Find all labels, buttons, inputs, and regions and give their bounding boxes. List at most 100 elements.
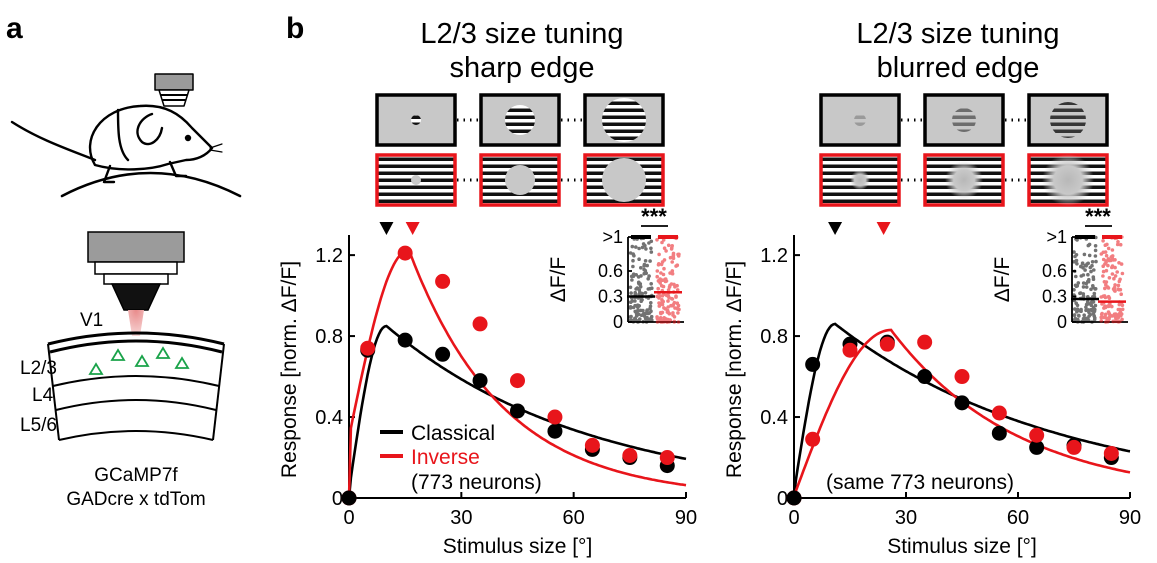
neuron-dot [668,283,672,288]
neuron-dot [645,263,649,268]
neuron-dot [664,293,669,298]
neuron-dot [646,277,650,281]
neuron-dot [1101,269,1106,274]
neuron-dot [1110,272,1115,276]
neuron-dot [655,274,659,279]
chart1-axes: 0 30 60 90 0 0.4 0.8 1.2 Stimulus size [°] Respon… [278,235,697,558]
neuron-dot [663,277,668,281]
inset-cloud-classical [1072,235,1098,324]
neuron-dot [1094,259,1098,264]
neuron-dot [636,275,641,279]
neuron-dot [660,294,665,298]
neuron-dot [631,272,636,277]
neuron-dot [641,308,645,313]
data-point [397,332,413,348]
neuron-dot [1072,250,1076,254]
chart-blurred-edge: 0 30 60 90 0 0.4 0.8 1.2 Stimulus size [°] Respon… [723,204,1141,558]
x-tick-label: 30 [895,507,917,529]
neuron-dot [657,304,662,308]
data-point [435,273,451,289]
data-point [954,395,970,411]
inset-tick-label: 0 [1057,312,1067,332]
y-axis-label: Response [norm. ΔF/F] [723,261,746,478]
x-tick-label: 90 [675,507,697,529]
y-tick-label: 0.8 [760,326,788,348]
chart1-title-line2: sharp edge [449,52,594,84]
neuron-dot [649,282,653,286]
neuron-dot [628,285,633,290]
neuron-dot [650,286,654,291]
neuron-dot [658,318,663,323]
data-point [472,316,488,332]
neuron-dot [672,315,677,319]
neuron-dot [631,264,635,269]
neuron-dot [1110,304,1114,309]
neuron-dot [628,315,632,319]
neuron-dot [1092,314,1096,318]
neuron-dot [642,267,646,272]
neuron-dot [633,299,637,303]
neuron-dot [655,269,660,273]
neuron-dot [1120,307,1125,312]
neuron-dot [1089,303,1094,308]
neuron-dot [1099,252,1104,256]
stimuli-sharp [375,93,665,207]
neuron-dot [647,241,651,245]
small-objective-icon [154,73,194,107]
neuron-dot [662,258,667,262]
legend-inverse-label: Inverse [411,446,480,469]
microscope-objective-icon [87,231,185,336]
neuron-dot [1117,312,1121,317]
neuron-dot [655,294,659,299]
neuron-dot [1089,269,1093,274]
significance-label: *** [1085,204,1111,229]
neuron-dot [666,243,671,248]
inset-cloud-inverse [1099,235,1125,324]
label-v1: V1 [80,310,103,331]
neuron-dot [634,314,639,318]
neuron-dot [658,310,663,315]
neuron-dot [1106,286,1111,290]
x-tick-label: 60 [563,507,585,529]
neuron-dot [669,247,674,251]
stimuli-blurred [819,93,1109,207]
inset-chart: 0 0.3 0.6 >1 ΔF/F *** [991,204,1128,332]
neuron-dot [648,306,652,311]
inset-y-label: ΔF/F [991,257,1014,303]
neuron-dot [1090,260,1095,264]
classical-stimuli-row [375,93,665,147]
neuron-dot [1116,319,1120,324]
neuron-dot [1080,319,1085,324]
neuron-dot [675,306,680,311]
data-point [991,405,1007,421]
neuron-dot [662,246,667,250]
neuron-dot [1106,318,1110,323]
chart2-title-line2: blurred edge [877,52,1040,84]
inset-tick-label: 0.3 [1042,287,1067,307]
y-tick-label: 0.4 [760,407,788,429]
panel-letter-b: b [286,12,304,45]
neuron-dot [666,305,670,309]
neuron-dot [1093,244,1098,248]
neuron-dot [642,311,646,316]
data-point [805,356,821,372]
neuron-dot [642,264,646,268]
neuron-dot [631,305,636,310]
x-axis-label: Stimulus size [°] [443,535,593,558]
neuron-dot [655,238,659,242]
neuron-dot [661,272,666,277]
inset-cloud-classical [628,235,654,324]
peak-marker [405,222,420,235]
neuron-dot [1119,292,1123,297]
neuron-dot [1075,303,1080,308]
neuron-triangle-icons [88,346,190,375]
neuron-dot [658,277,662,281]
inset-tick-label: 0.3 [598,287,623,307]
y-tick-label: 0 [332,488,343,510]
data-point [842,342,858,358]
caption-indicator: GCaMP7f [94,465,178,486]
neuron-dot [1106,263,1110,268]
neuron-dot [1116,307,1121,312]
x-tick-label: 60 [1007,507,1029,529]
neuron-dot [1084,308,1088,313]
